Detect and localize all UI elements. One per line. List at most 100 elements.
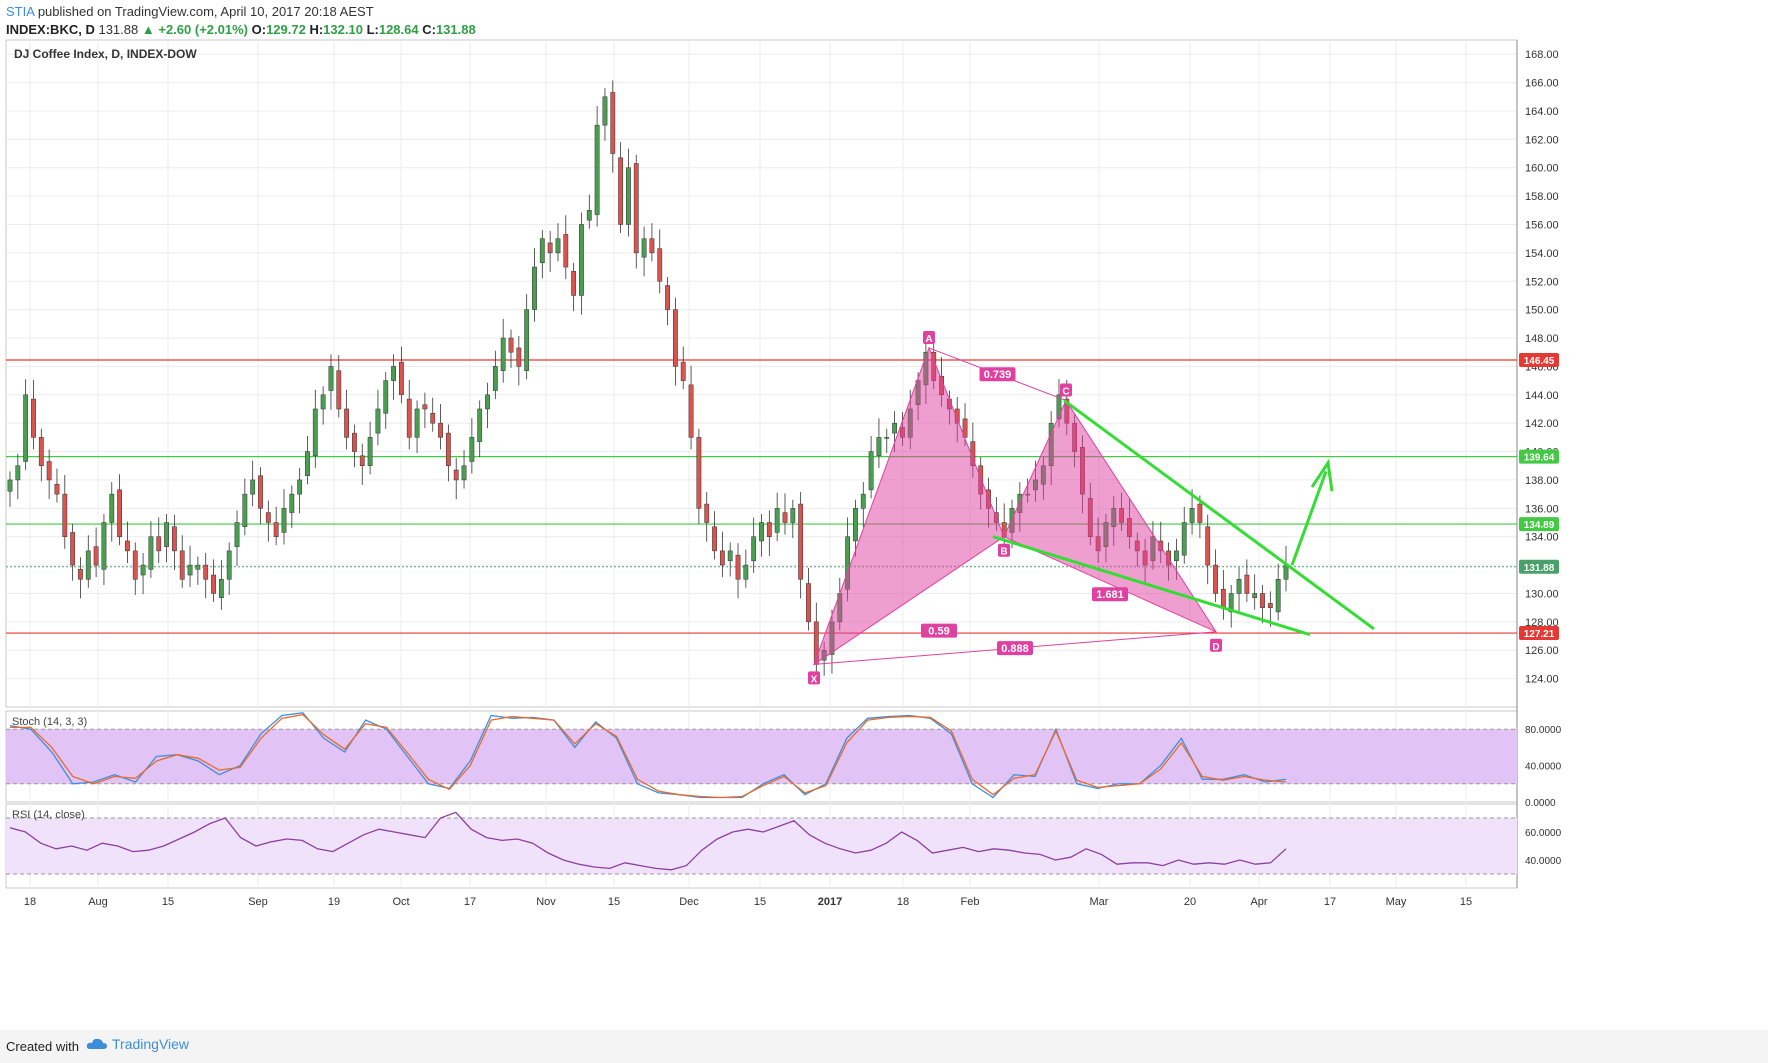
rsi-title: RSI (14, close) — [12, 809, 85, 821]
high-value: 132.10 — [323, 22, 363, 37]
x-tick-label: Aug — [88, 896, 108, 908]
candle-up — [586, 210, 592, 221]
candle-up — [1252, 593, 1258, 598]
level-tag — [1519, 517, 1559, 532]
candle-up — [860, 493, 866, 509]
y-tick-label: 166.00 — [1525, 78, 1559, 90]
candle-up — [85, 550, 91, 580]
candle-down — [430, 412, 436, 424]
level-tag — [1519, 559, 1559, 574]
x-tick-label: 15 — [608, 896, 620, 908]
ratio-tag — [921, 623, 957, 638]
candle-up — [140, 564, 146, 576]
candle-down — [156, 536, 162, 552]
main-pane — [5, 39, 1518, 708]
y-tick-label: 128.00 — [1525, 617, 1559, 629]
candle-down — [665, 285, 670, 310]
pattern-point-tag — [998, 543, 1010, 557]
level-tag-label: 134.89 — [1524, 520, 1555, 531]
candle-down — [610, 92, 616, 154]
candle-up — [320, 394, 326, 410]
y-tick-label: 156.00 — [1525, 219, 1559, 231]
candle-down — [422, 404, 428, 410]
pattern-point-tag — [923, 330, 935, 344]
publish-line: STIA published on TradingView.com, April… — [6, 4, 374, 19]
candle-up — [524, 309, 530, 371]
candle-up — [579, 224, 584, 296]
candle-up — [1181, 522, 1187, 556]
candle-down — [649, 238, 655, 254]
candle-down — [696, 437, 702, 509]
y-tick-label: 150.00 — [1525, 305, 1559, 317]
level-tag-label: 139.64 — [1524, 453, 1555, 464]
candle-up — [461, 465, 467, 481]
candle-down — [203, 564, 209, 580]
candle-up — [1189, 508, 1195, 523]
candle-down — [273, 522, 279, 537]
candle-up — [164, 522, 169, 547]
x-tick-label: 17 — [1324, 896, 1336, 908]
candle-down — [211, 574, 216, 594]
low-label: L: — [366, 22, 379, 37]
candle-down — [406, 398, 412, 438]
y-tick-label: 158.00 — [1525, 191, 1559, 203]
y-tick-label: 136.00 — [1525, 503, 1559, 515]
candle-up — [641, 238, 647, 258]
candle-up — [1236, 579, 1242, 594]
published-text: published on TradingView.com, April 10, … — [37, 4, 374, 19]
y-tick-label: 142.00 — [1525, 418, 1559, 430]
y-tick-label: 126.00 — [1525, 645, 1559, 657]
candle-down — [78, 569, 83, 580]
tradingview-link[interactable]: TradingView — [86, 1036, 189, 1052]
candle-down — [563, 234, 569, 268]
candle-up — [289, 493, 295, 513]
created-with-label: Created with — [6, 1039, 79, 1054]
pattern-point-label: D — [1212, 642, 1219, 653]
candle-down — [704, 503, 710, 523]
candle-up — [148, 536, 154, 570]
change-up-icon: ▲ — [141, 22, 155, 37]
tradingview-brand: TradingView — [112, 1036, 190, 1052]
candle-down — [445, 432, 451, 466]
candle-down — [344, 408, 350, 438]
level-tag-label: 146.45 — [1524, 356, 1555, 367]
candle-up — [187, 564, 193, 576]
candle-up — [23, 394, 29, 462]
candle-down — [1220, 588, 1226, 608]
candle-down — [70, 532, 76, 566]
candle-down — [547, 242, 553, 254]
candle-down — [1197, 503, 1203, 523]
rsi-series-line — [9, 811, 1287, 871]
candle-down — [93, 546, 99, 566]
rsi-y-tick: 40.0000 — [1525, 856, 1562, 867]
candle-up — [790, 508, 796, 523]
candle-up — [367, 437, 373, 466]
last-price: 131.88 — [98, 22, 139, 37]
ratio-label: 0.59 — [928, 626, 949, 638]
stoch-y-tick: 80.0000 — [1525, 725, 1562, 736]
candle-down — [132, 550, 138, 580]
candle-up — [626, 167, 631, 225]
candle-up — [101, 522, 107, 570]
x-tick-label: 18 — [24, 896, 36, 908]
stoch-title: Stoch (14, 3, 3) — [12, 716, 87, 728]
candle-down — [657, 248, 663, 282]
pattern-point-label: C — [1062, 386, 1069, 397]
candle-down — [633, 163, 639, 254]
candle-down — [125, 540, 130, 552]
candle-up — [876, 437, 882, 457]
candle-up — [391, 366, 396, 381]
wedge-upper-line — [1063, 399, 1375, 631]
x-tick-label: 18 — [897, 896, 909, 908]
candle-up — [892, 422, 897, 434]
x-tick-label: 20 — [1184, 896, 1196, 908]
candle-up — [7, 479, 13, 492]
y-tick-label: 154.00 — [1525, 248, 1559, 260]
candle-down — [735, 554, 741, 580]
candle-up — [469, 437, 475, 462]
publisher-link[interactable]: STIA — [6, 4, 35, 19]
ratio-label: 1.681 — [1096, 589, 1124, 601]
candle-up — [234, 522, 240, 547]
candle-up — [1275, 579, 1281, 613]
